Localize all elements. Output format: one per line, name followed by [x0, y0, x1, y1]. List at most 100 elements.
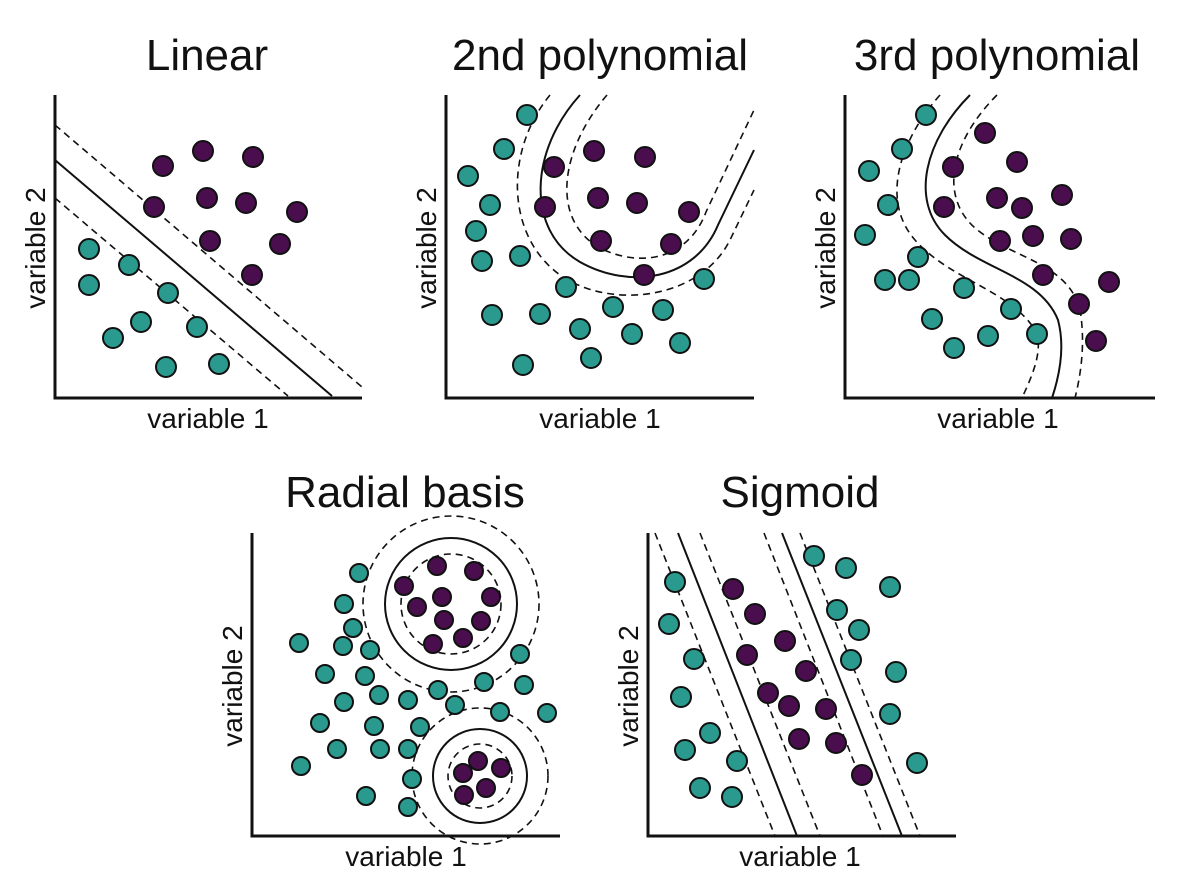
- data-point: [683, 648, 705, 670]
- margin-circle-outer: [411, 707, 549, 845]
- data-point: [898, 269, 920, 291]
- data-point: [118, 254, 140, 276]
- data-point: [848, 619, 870, 641]
- data-point: [693, 268, 715, 290]
- data-points: [658, 545, 928, 808]
- data-point: [942, 156, 964, 178]
- data-point: [432, 587, 452, 607]
- data-point: [493, 138, 515, 160]
- data-point: [569, 318, 591, 340]
- data-point: [669, 332, 691, 354]
- data-point: [364, 716, 384, 736]
- data-point: [398, 690, 418, 710]
- data-point: [854, 224, 876, 246]
- data-point: [471, 250, 493, 272]
- data-point: [464, 561, 484, 581]
- data-point: [468, 751, 488, 771]
- data-points: [457, 104, 715, 376]
- data-point: [877, 194, 899, 216]
- y-axis-label: variable 2: [613, 625, 644, 746]
- data-point: [1000, 298, 1022, 320]
- data-point: [78, 238, 100, 260]
- data-point: [689, 777, 711, 799]
- data-point: [398, 797, 418, 817]
- data-point: [825, 732, 847, 754]
- axes: [444, 95, 754, 400]
- data-point: [333, 636, 353, 656]
- data-point: [457, 165, 479, 187]
- data-point: [152, 155, 174, 177]
- data-point: [334, 594, 354, 614]
- margin-line: [699, 532, 821, 837]
- panel-rbf: Radial basis variable 1 variable 2: [217, 468, 560, 872]
- data-point: [590, 230, 612, 252]
- decision-boundary: [54, 159, 333, 397]
- data-point: [953, 277, 975, 299]
- axes: [53, 95, 362, 400]
- data-point: [721, 786, 743, 808]
- data-point: [744, 603, 766, 625]
- data-point: [445, 695, 465, 715]
- decision-boundary: [781, 532, 903, 837]
- data-point: [428, 680, 448, 700]
- data-point: [481, 304, 503, 326]
- y-axis-label: variable 2: [810, 187, 841, 308]
- x-axis-label: variable 1: [739, 841, 860, 872]
- y-axis-label: variable 2: [20, 187, 51, 308]
- x-axis-label: variable 1: [147, 403, 268, 434]
- x-axis-label: variable 1: [345, 841, 466, 872]
- data-point: [490, 702, 510, 722]
- data-point: [465, 220, 487, 242]
- data-point: [803, 545, 825, 567]
- panel-linear: Linear variable 1 variable 2: [20, 31, 363, 434]
- data-point: [537, 703, 557, 723]
- data-point: [826, 599, 848, 621]
- data-point: [360, 640, 380, 660]
- data-point: [208, 353, 230, 375]
- y-axis-label: variable 2: [411, 187, 442, 308]
- data-point: [509, 245, 531, 267]
- margin-circle-outer: [362, 515, 540, 693]
- boundaries: [54, 124, 363, 397]
- data-point: [1085, 330, 1107, 352]
- data-point: [289, 633, 309, 653]
- data-point: [423, 634, 443, 654]
- data-point: [410, 717, 430, 737]
- data-point: [510, 644, 530, 664]
- data-point: [1022, 225, 1044, 247]
- data-point: [315, 664, 335, 684]
- data-point: [1026, 323, 1048, 345]
- data-point: [1032, 264, 1054, 286]
- data-point: [626, 192, 648, 214]
- data-point: [674, 739, 696, 761]
- decision-boundary: [539, 94, 755, 279]
- margin-circle-inner: [400, 553, 502, 655]
- data-points: [854, 104, 1120, 359]
- data-point: [355, 666, 375, 686]
- data-point: [1098, 271, 1120, 293]
- data-point: [815, 698, 837, 720]
- margin-line: [763, 532, 884, 837]
- data-point: [286, 201, 308, 223]
- data-point: [580, 347, 602, 369]
- panel-sigmoid: Sigmoid variable 1 variable 2: [613, 468, 956, 872]
- data-point: [454, 785, 474, 805]
- data-point: [394, 576, 414, 596]
- data-point: [933, 196, 955, 218]
- data-point: [1068, 293, 1090, 315]
- data-point: [989, 230, 1011, 252]
- data-point: [652, 299, 674, 321]
- data-point: [722, 578, 744, 600]
- data-point: [102, 327, 124, 349]
- data-point: [621, 323, 643, 345]
- data-point: [130, 311, 152, 333]
- data-point: [986, 187, 1008, 209]
- data-point: [481, 587, 501, 607]
- margin-line-inner: [566, 94, 755, 259]
- data-point: [241, 264, 263, 286]
- data-point: [874, 269, 896, 291]
- data-point: [583, 140, 605, 162]
- data-point: [143, 196, 165, 218]
- data-point: [476, 778, 496, 798]
- data-point: [835, 557, 857, 579]
